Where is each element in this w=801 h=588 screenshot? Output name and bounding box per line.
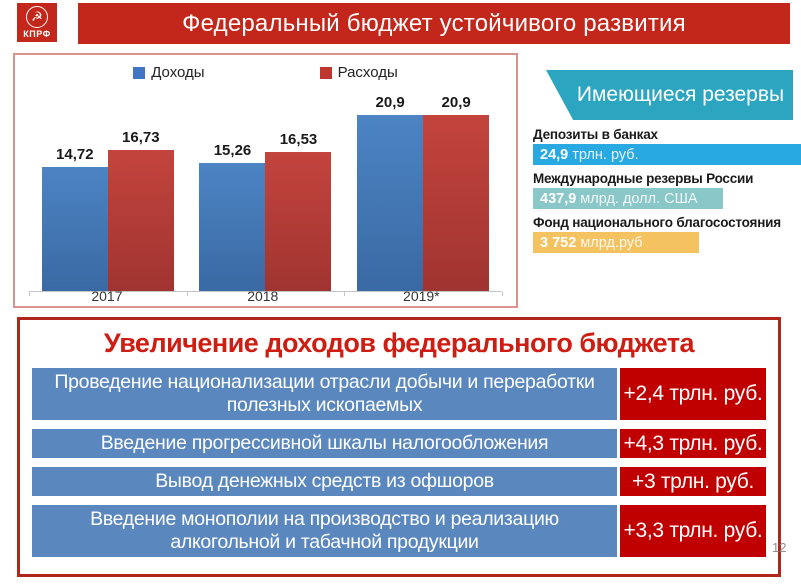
- reserve-label: Международные резервы России: [533, 171, 754, 186]
- proposal-text: Проведение национализации отрасли добычи…: [32, 368, 617, 420]
- proposal-row: Введение монополии на производство и реа…: [32, 505, 766, 557]
- axis-tick: [186, 292, 188, 296]
- x-axis-label: 2017: [91, 288, 123, 304]
- reserve-value-bar: 3 752 млрд.руб: [533, 232, 700, 253]
- page-number: 12: [772, 540, 787, 555]
- proposal-value: +3,3 трлн. руб.: [620, 505, 766, 557]
- reserve-unit: млрд. долл. США: [580, 190, 698, 207]
- legend-swatch-icon: [133, 66, 146, 79]
- bar-Доходы-2017: 14,72: [41, 146, 108, 291]
- bar-Расходы-2018: 16,53: [265, 131, 332, 291]
- chart-x-axis-labels: 2017 2018 2019*: [29, 288, 502, 304]
- bar-group-2017: 14,72 16,73: [41, 129, 174, 291]
- legend-swatch-icon: [319, 66, 332, 79]
- x-axis-label: 2019*: [403, 288, 440, 304]
- axis-tick: [344, 292, 346, 296]
- page-title: Федеральный бюджет устойчивого развития: [182, 9, 686, 37]
- reserve-label: Депозиты в банках: [533, 127, 658, 142]
- budget-chart-panel: Доходы Расходы 14,72 16,73 15,26 16,53 20,9 20…: [13, 53, 518, 308]
- proposal-value: +2,4 трлн. руб.: [620, 368, 766, 420]
- chart-bar-groups: 14,72 16,73 15,26 16,53 20,9 20,9: [29, 90, 502, 291]
- revenue-increase-title: Увеличение доходов федерального бюджета: [103, 328, 695, 358]
- reserve-label: Фонд национального благосостояния: [533, 215, 781, 230]
- bar-Расходы-2019*: 20,9: [423, 94, 490, 291]
- bar-Доходы-2019*: 20,9: [357, 94, 424, 291]
- reserve-value-bar: 437,9 млрд. долл. США: [533, 188, 724, 209]
- bar-value-label: 15,26: [213, 142, 252, 159]
- reserve-value-bar: 24,9 трлн. руб.: [533, 144, 801, 165]
- bar-value-label: 16,53: [279, 131, 318, 148]
- revenue-increase-panel: Увеличение доходов федерального бюджета …: [17, 317, 781, 577]
- proposal-row: Вывод денежных средств из офшоров +3 трлн…: [32, 467, 766, 496]
- bar-group-2019*: 20,9 20,9: [357, 94, 490, 291]
- chart-plot-area: 14,72 16,73 15,26 16,53 20,9 20,9: [29, 90, 503, 296]
- legend-item: Доходы: [133, 64, 205, 81]
- proposal-text: Введение прогрессивной шкалы налогооблож…: [32, 429, 617, 458]
- proposal-text: Вывод денежных средств из офшоров: [32, 467, 617, 496]
- proposal-row: Проведение национализации отрасли добычи…: [32, 368, 766, 420]
- bar-value-label: 20,9: [441, 94, 471, 111]
- reserve-unit: млрд.руб: [580, 234, 643, 251]
- reserve-value: 3 752: [540, 234, 577, 251]
- legend-label: Доходы: [151, 64, 205, 81]
- reserve-value: 437,9: [540, 190, 577, 207]
- reserves-title: Имеющиеся резервы: [576, 83, 785, 106]
- reserves-list: Депозиты в банках 24,9 трлн. руб. Междунаро…: [533, 127, 801, 259]
- bar-value-label: 16,73: [122, 129, 160, 146]
- bar-group-2018: 15,26 16,53: [199, 131, 332, 291]
- header-title-bar: Федеральный бюджет устойчивого развития: [78, 3, 790, 44]
- bar-Доходы-2018: 15,26: [199, 142, 266, 291]
- bar-value-label: 14,72: [56, 146, 94, 163]
- proposal-row: Введение прогрессивной шкалы налогооблож…: [32, 429, 766, 458]
- axis-tick: [502, 292, 503, 296]
- axis-tick: [29, 292, 30, 296]
- legend-label: Расходы: [337, 64, 398, 81]
- kprf-logo: ☭ КПРФ: [17, 3, 57, 42]
- reserves-header-banner: Имеющиеся резервы: [546, 70, 793, 120]
- bar-Расходы-2017: 16,73: [107, 129, 174, 291]
- legend-item: Расходы: [319, 64, 398, 81]
- x-axis-label: 2018: [247, 288, 279, 304]
- proposal-value: +4,3 трлн. руб.: [620, 429, 766, 458]
- reserve-value: 24,9: [540, 146, 569, 163]
- proposal-text: Введение монополии на производство и реа…: [32, 505, 617, 557]
- proposal-rows: Проведение национализации отрасли добычи…: [32, 368, 766, 557]
- bar-value-label: 20,9: [375, 94, 405, 111]
- hammer-sickle-icon: ☭: [26, 6, 48, 28]
- proposal-value: +3 трлн. руб.: [620, 467, 766, 496]
- chart-legend: Доходы Расходы: [15, 64, 516, 81]
- reserve-unit: трлн. руб.: [572, 146, 639, 163]
- kprf-logo-label: КПРФ: [23, 29, 51, 39]
